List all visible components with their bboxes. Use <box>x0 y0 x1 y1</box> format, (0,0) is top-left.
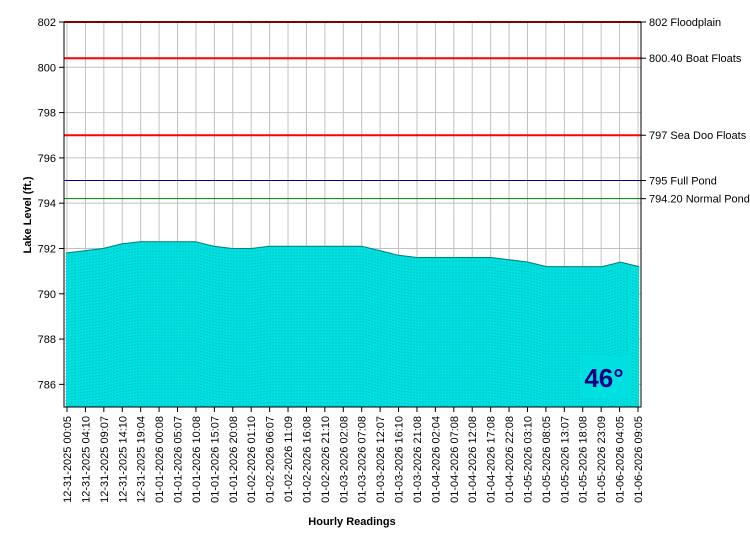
y-tick-label: 802 <box>38 17 56 29</box>
y-axis-title: Lake Level (ft.) <box>22 176 34 253</box>
y-tick-label: 790 <box>38 289 56 301</box>
plot-frame <box>63 21 642 408</box>
x-tick-label: 01-05-2026 23:09 <box>596 416 608 503</box>
y-axis-ticks: 786 788 790 792 794 796 798 800 802 <box>38 17 64 391</box>
y-tick-label: 794 <box>38 198 56 210</box>
reference-label: 794.20 Normal Pond <box>649 194 750 206</box>
x-tick-label: 01-01-2026 05:07 <box>173 416 185 503</box>
y-tick-label: 800 <box>38 62 56 74</box>
x-axis-title: Hourly Readings <box>308 516 395 528</box>
x-axis-ticks: 12-31-2025 00:05 12-31-2025 04:10 12-31-20… <box>62 407 645 503</box>
x-tick-label: 01-05-2026 18:08 <box>578 416 590 503</box>
x-tick-label: 01-03-2026 21:08 <box>412 416 424 503</box>
reference-label: 797 Sea Doo Floats <box>649 130 747 142</box>
temperature-readout: 46° <box>584 363 623 393</box>
x-tick-label: 01-05-2026 13:07 <box>559 416 571 503</box>
x-tick-label: 01-02-2026 11:09 <box>283 416 295 502</box>
x-tick-label: 01-03-2026 02:08 <box>338 416 350 503</box>
x-tick-label: 12-31-2025 19:04 <box>136 416 148 503</box>
x-tick-label: 01-01-2026 15:07 <box>209 416 221 503</box>
reference-label: 795 Full Pond <box>649 176 717 188</box>
x-tick-label: 01-02-2026 16:08 <box>301 416 313 503</box>
x-tick-label: 01-05-2026 03:10 <box>522 416 534 503</box>
x-tick-label: 01-04-2026 12:08 <box>467 416 479 503</box>
x-tick-label: 01-02-2026 06:07 <box>265 416 277 503</box>
x-tick-label: 12-31-2025 14:10 <box>117 416 129 503</box>
reference-label: 800.40 Boat Floats <box>649 53 742 65</box>
x-tick-label: 01-04-2026 07:08 <box>449 416 461 503</box>
x-tick-label: 01-02-2026 21:10 <box>320 416 332 503</box>
x-tick-label: 01-04-2026 17:08 <box>486 416 498 503</box>
x-tick-label: 01-01-2026 00:08 <box>154 416 166 503</box>
y-tick-label: 792 <box>38 243 56 255</box>
x-tick-label: 01-06-2026 04:05 <box>615 416 627 503</box>
x-tick-label: 01-01-2026 10:08 <box>191 416 203 503</box>
y-tick-label: 798 <box>38 108 56 120</box>
x-tick-label: 01-04-2026 02:04 <box>430 416 442 503</box>
x-tick-label: 01-03-2026 12:07 <box>375 416 387 503</box>
y-tick-label: 788 <box>38 334 56 346</box>
reference-label: 802 Floodplain <box>649 17 721 29</box>
x-tick-label: 12-31-2025 00:05 <box>62 416 74 503</box>
x-tick-label: 01-03-2026 16:10 <box>394 416 406 503</box>
y-tick-label: 796 <box>38 153 56 165</box>
x-tick-label: 01-05-2026 08:05 <box>541 416 553 503</box>
x-tick-label: 12-31-2025 09:07 <box>99 416 111 503</box>
x-tick-label: 01-04-2026 22:08 <box>504 416 516 503</box>
x-tick-label: 01-01-2026 20:08 <box>228 416 240 503</box>
x-tick-label: 01-06-2026 09:05 <box>633 416 645 503</box>
level-area <box>65 241 640 407</box>
y-tick-label: 786 <box>38 379 56 391</box>
series-area <box>66 241 639 407</box>
temperature-badge: 46° <box>580 356 630 398</box>
x-tick-label: 01-02-2026 01:10 <box>246 416 258 503</box>
x-tick-label: 01-03-2026 07:08 <box>357 416 369 503</box>
series-line <box>65 241 640 268</box>
x-tick-label: 12-31-2025 04:10 <box>80 416 92 503</box>
